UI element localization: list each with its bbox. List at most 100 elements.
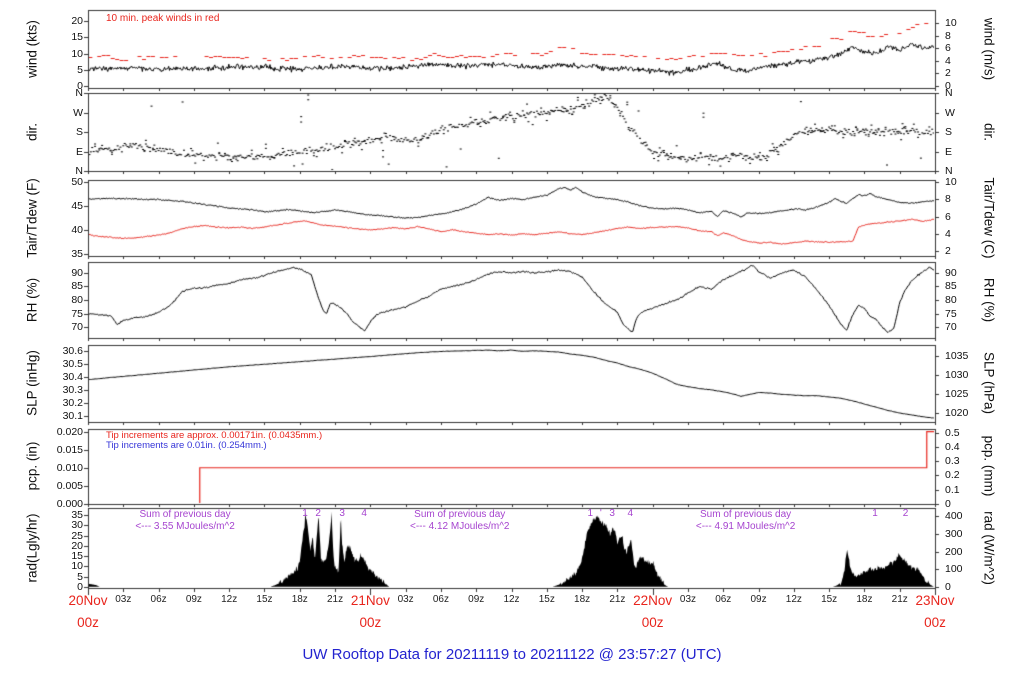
y-tick-label-left: 90	[71, 266, 83, 279]
y-tick-label-right: W	[945, 106, 955, 119]
y-tick-label-left: 15	[71, 31, 83, 44]
y-tick-label-left: 30.1	[62, 409, 83, 422]
rad-peak-number: 4	[361, 508, 367, 519]
axis-title-rad-wm2: rad (W/m^2)	[981, 511, 997, 585]
x-tick-label-minor: 06z	[432, 594, 449, 605]
x-tick-label-minor: 21z	[609, 594, 626, 605]
y-tick-label-right: 80	[945, 294, 957, 306]
axis-title-temp-c: Tair/Tdew (C)	[981, 177, 997, 259]
x-tick-label-minor: 03z	[679, 594, 697, 605]
y-tick-label-right: 8	[945, 29, 951, 42]
y-tick-label-left: 10	[71, 560, 83, 573]
y-tick-label-right: 1020	[945, 406, 969, 419]
axis-title-temp-f: Tair/Tdew (F)	[24, 178, 40, 258]
x-tick-label-minor: 12z	[785, 594, 802, 605]
y-tick-label-left: 30.3	[62, 383, 83, 396]
y-tick-label-right: 0.3	[945, 455, 960, 468]
y-tick-label-left: 70	[71, 321, 83, 334]
y-tick-label-right: 200	[945, 545, 963, 558]
y-tick-label-left: W	[73, 106, 83, 119]
x-tick-label-hour: 00z	[77, 615, 99, 630]
rad-sum-line1: Sum of previous day	[700, 509, 792, 520]
figure-title: UW Rooftop Data for 20211119 to 20211122…	[302, 646, 722, 663]
y-tick-label-right: 10	[945, 17, 957, 30]
y-tick-label-left: 20	[71, 539, 83, 552]
y-tick-label-right: 1035	[945, 349, 969, 362]
rad-peak-number: 4	[627, 508, 634, 519]
rad-peak-number: 2	[315, 508, 321, 519]
x-tick-label-date: 21Nov	[350, 593, 390, 608]
y-tick-label-right: 0	[945, 580, 951, 593]
y-tick-label-left: 30.6	[62, 345, 83, 358]
y-tick-label-left: S	[75, 126, 83, 138]
axis-title-dir-left: dir.	[24, 122, 40, 142]
x-tick-label-minor: 09z	[185, 594, 202, 605]
x-tick-label-minor: 12z	[221, 594, 238, 605]
y-tick-label-left: 0.015	[56, 443, 83, 456]
y-tick-label-right: S	[945, 126, 953, 138]
y-tick-label-right: 2	[945, 67, 951, 80]
y-tick-label-left: 75	[71, 307, 83, 320]
y-tick-label-left: 10	[71, 47, 83, 60]
y-tick-label-right: 300	[945, 528, 963, 540]
y-tick-label-right: 100	[945, 563, 963, 576]
x-tick-label-minor: 06z	[150, 594, 167, 605]
rad-peak-number: 1	[302, 508, 308, 519]
x-tick-label-minor: 21z	[891, 594, 908, 605]
y-tick-label-left: N	[75, 165, 83, 177]
rad-peak-number: 1	[587, 508, 594, 519]
x-tick-label-hour: 00z	[924, 615, 946, 630]
y-tick-label-left: 0	[77, 79, 83, 92]
rad-peak-number: 3	[609, 508, 615, 519]
rad-sum-annotation-day2: Sum of previous day <--- 4.12 MJoules/m^…	[410, 509, 509, 532]
y-tick-label-left: 45	[71, 200, 83, 213]
y-tick-label-left: 35	[71, 509, 83, 522]
axis-title-slp-hpa: SLP (hPa)	[981, 351, 997, 415]
rad-sum-line1: Sum of previous day	[139, 509, 231, 520]
y-tick-label-left: 0.010	[56, 461, 83, 474]
y-tick-label-right: 1030	[945, 368, 969, 381]
x-tick-label-date: 22Nov	[633, 593, 673, 608]
axis-title-rh-left: RH (%)	[24, 277, 40, 323]
peak-wind-note: 10 min. peak winds in red	[106, 13, 220, 24]
y-tick-label-left: 50	[71, 176, 83, 189]
y-tick-label-left: 20	[71, 15, 83, 28]
y-tick-label-right: 4	[945, 54, 951, 67]
x-tick-label-minor: 15z	[538, 594, 555, 605]
x-tick-label-minor: 21z	[326, 594, 344, 605]
y-tick-label-right: 75	[945, 307, 957, 320]
y-tick-label-left: 80	[71, 294, 83, 306]
y-tick-label-right: 70	[945, 321, 957, 334]
y-tick-label-left: 85	[71, 280, 83, 293]
x-tick-label-hour: 00z	[641, 615, 664, 630]
rad-sum-line2: <--- 3.55 MJoules/m^2	[135, 520, 235, 532]
y-tick-label-right: 0.5	[945, 426, 960, 439]
y-tick-label-left: 0.020	[56, 425, 83, 438]
y-tick-label-right: 0.1	[945, 483, 960, 496]
x-tick-label-minor: 15z	[256, 594, 273, 605]
x-tick-label-minor: 12z	[503, 594, 520, 605]
y-tick-label-left: 0.000	[56, 498, 83, 510]
y-tick-label-left: 0	[77, 580, 83, 593]
x-tick-label-minor: 18z	[291, 594, 308, 605]
x-tick-label-minor: 06z	[715, 594, 732, 605]
y-tick-label-left: 25	[71, 529, 83, 542]
x-tick-label-minor: 03z	[115, 594, 132, 605]
y-tick-label-right: 0	[945, 79, 951, 92]
axis-title-slp-inhg: SLP (inHg)	[24, 350, 40, 416]
y-tick-label-left: 30	[71, 519, 83, 532]
y-tick-label-right: 4	[945, 227, 951, 240]
rad-peak-number: 1	[872, 508, 878, 519]
y-tick-label-right: N	[945, 87, 953, 99]
y-tick-label-right: 6	[945, 210, 951, 223]
y-tick-label-left: E	[75, 145, 83, 158]
y-tick-label-right: 10	[945, 176, 957, 189]
y-tick-label-left: 15	[71, 550, 83, 563]
y-tick-label-left: 30.4	[62, 371, 83, 384]
y-tick-label-right: 85	[945, 280, 957, 293]
axis-title-dir-right: dir.	[981, 122, 997, 142]
x-tick-label-minor: 18z	[574, 594, 591, 605]
x-tick-label-minor: 09z	[750, 594, 767, 605]
